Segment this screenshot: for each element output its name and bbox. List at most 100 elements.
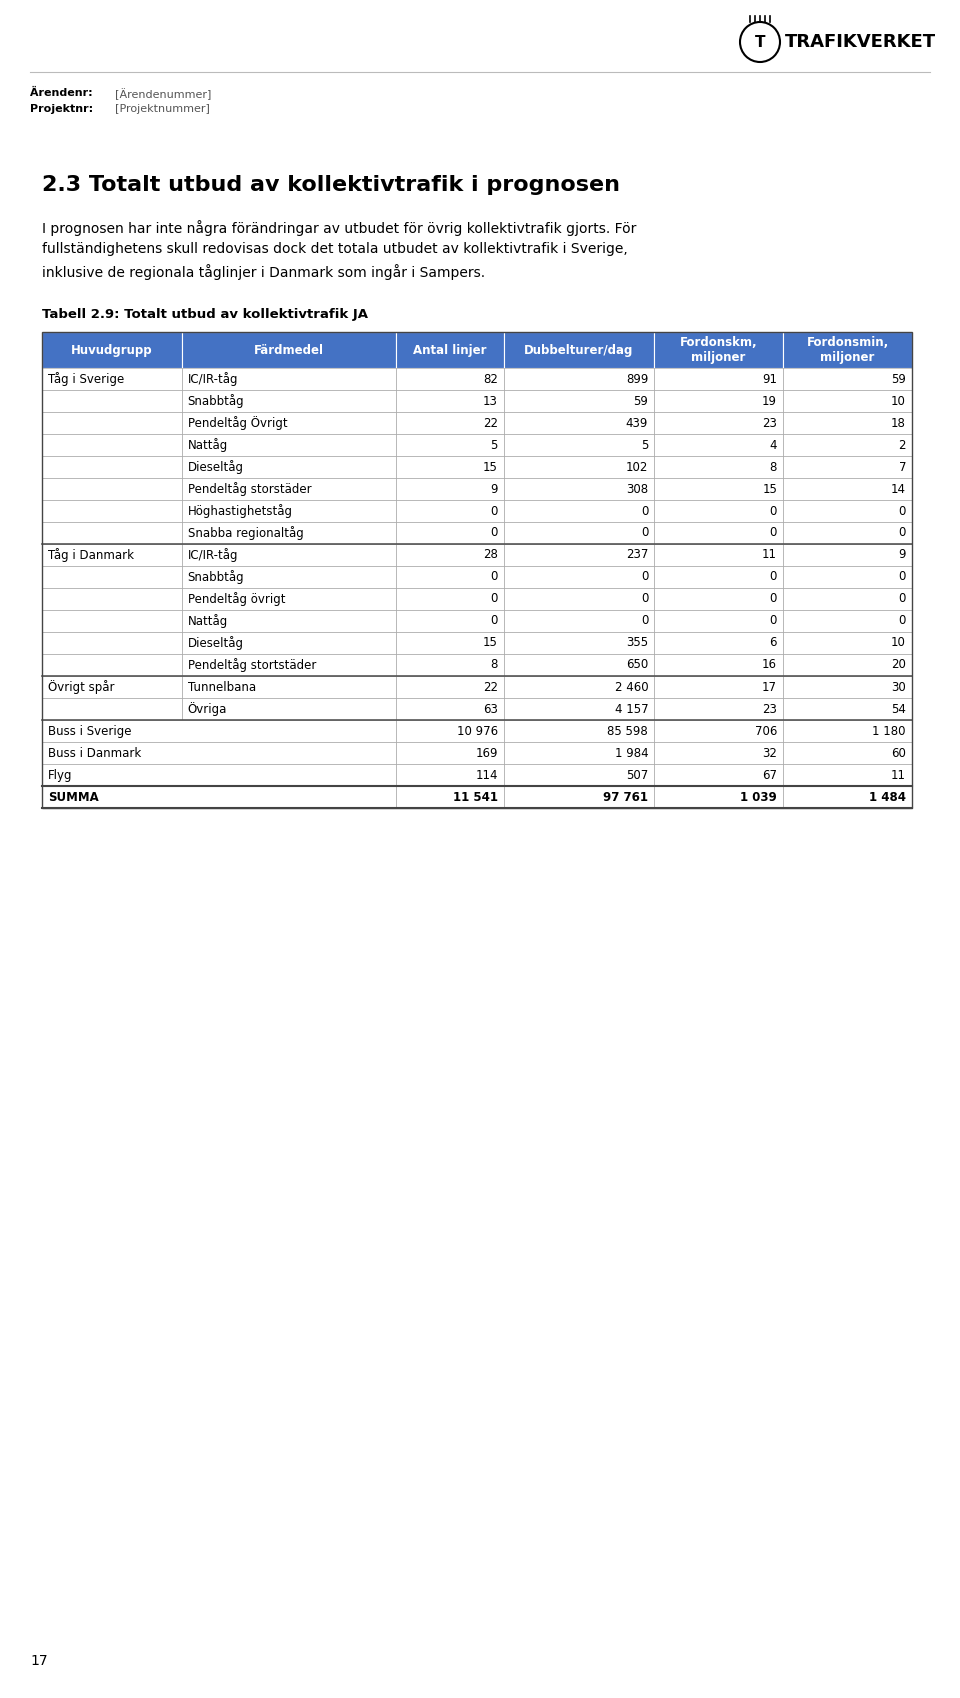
Bar [504, 654, 654, 676]
Text: 0: 0 [899, 526, 906, 540]
Text: 0: 0 [641, 615, 648, 628]
Bar [654, 742, 783, 764]
Bar [783, 543, 912, 565]
Bar [42, 479, 181, 499]
Text: 0: 0 [491, 526, 498, 540]
Text: 60: 60 [891, 747, 906, 759]
Bar [181, 610, 396, 632]
Bar [42, 565, 181, 588]
Text: Dieseltåg: Dieseltåg [187, 460, 244, 474]
Text: Dubbelturer/dag: Dubbelturer/dag [524, 343, 634, 357]
Bar [42, 521, 181, 543]
Text: 22: 22 [483, 681, 498, 693]
Bar [181, 698, 396, 720]
Bar [396, 720, 504, 742]
Bar [396, 698, 504, 720]
Bar [654, 720, 783, 742]
Text: 59: 59 [891, 372, 906, 385]
Bar [42, 543, 181, 565]
Bar [783, 786, 912, 808]
Text: 17: 17 [762, 681, 777, 693]
Text: 0: 0 [899, 615, 906, 628]
Bar [783, 632, 912, 654]
Text: 13: 13 [483, 394, 498, 408]
Text: 2 460: 2 460 [614, 681, 648, 693]
Text: 0: 0 [770, 504, 777, 518]
Bar [783, 698, 912, 720]
Text: inklusive de regionala tåglinjer i Danmark som ingår i Sampers.: inklusive de regionala tåglinjer i Danma… [42, 263, 485, 280]
Bar [396, 764, 504, 786]
Bar [181, 632, 396, 654]
Bar [504, 521, 654, 543]
Text: 22: 22 [483, 416, 498, 430]
Bar [654, 479, 783, 499]
Bar [654, 333, 783, 368]
Bar [504, 368, 654, 391]
Bar [654, 499, 783, 521]
Bar [504, 413, 654, 435]
Text: 8: 8 [491, 659, 498, 671]
Text: 0: 0 [641, 504, 648, 518]
Bar [783, 479, 912, 499]
Bar [783, 435, 912, 457]
Bar [504, 720, 654, 742]
Bar [396, 610, 504, 632]
Bar [181, 479, 396, 499]
Text: Färdmedel: Färdmedel [254, 343, 324, 357]
Text: Ärendenr:: Ärendenr: [30, 88, 92, 98]
Text: 17: 17 [30, 1654, 48, 1667]
Bar [181, 391, 396, 413]
Text: 0: 0 [641, 593, 648, 606]
Text: [Projektnummer]: [Projektnummer] [115, 104, 210, 114]
Bar [396, 479, 504, 499]
Bar [504, 499, 654, 521]
Bar [181, 521, 396, 543]
Bar [504, 565, 654, 588]
Bar [181, 588, 396, 610]
Bar [783, 654, 912, 676]
Bar [181, 333, 396, 368]
Text: Snabbtåg: Snabbtåg [187, 571, 244, 584]
Bar [654, 764, 783, 786]
Bar [396, 413, 504, 435]
Bar [42, 391, 181, 413]
Bar [42, 610, 181, 632]
Bar [654, 676, 783, 698]
Text: 10 976: 10 976 [457, 725, 498, 737]
Bar [654, 786, 783, 808]
Bar [783, 742, 912, 764]
Text: 32: 32 [762, 747, 777, 759]
Text: 97 761: 97 761 [603, 791, 648, 803]
Text: 4: 4 [770, 438, 777, 452]
Text: 63: 63 [483, 703, 498, 715]
Text: 8: 8 [770, 460, 777, 474]
Text: 114: 114 [475, 769, 498, 781]
Text: 507: 507 [626, 769, 648, 781]
Text: 0: 0 [491, 615, 498, 628]
Text: 11 541: 11 541 [453, 791, 498, 803]
Bar [783, 720, 912, 742]
Text: 5: 5 [491, 438, 498, 452]
Text: Tåg i Danmark: Tåg i Danmark [48, 548, 134, 562]
Text: Tabell 2.9: Totalt utbud av kollektivtrafik JA: Tabell 2.9: Totalt utbud av kollektivtra… [42, 307, 368, 321]
Bar [42, 368, 181, 391]
Text: Snabba regionaltåg: Snabba regionaltåg [187, 526, 303, 540]
Text: 0: 0 [491, 504, 498, 518]
Text: 82: 82 [483, 372, 498, 385]
Bar [396, 588, 504, 610]
Text: 15: 15 [483, 460, 498, 474]
Bar [783, 764, 912, 786]
Bar [654, 368, 783, 391]
Text: 9: 9 [899, 548, 906, 562]
Text: I prognosen har inte några förändringar av utbudet för övrig kollektivtrafik gjo: I prognosen har inte några förändringar … [42, 221, 636, 236]
Text: 2.3 Totalt utbud av kollektivtrafik i prognosen: 2.3 Totalt utbud av kollektivtrafik i pr… [42, 175, 620, 195]
Bar [396, 654, 504, 676]
Bar [181, 457, 396, 479]
Text: 1 180: 1 180 [873, 725, 906, 737]
Text: 1 984: 1 984 [614, 747, 648, 759]
Bar [396, 457, 504, 479]
Bar [181, 676, 396, 698]
Bar [396, 368, 504, 391]
Bar [396, 543, 504, 565]
Bar [42, 764, 396, 786]
